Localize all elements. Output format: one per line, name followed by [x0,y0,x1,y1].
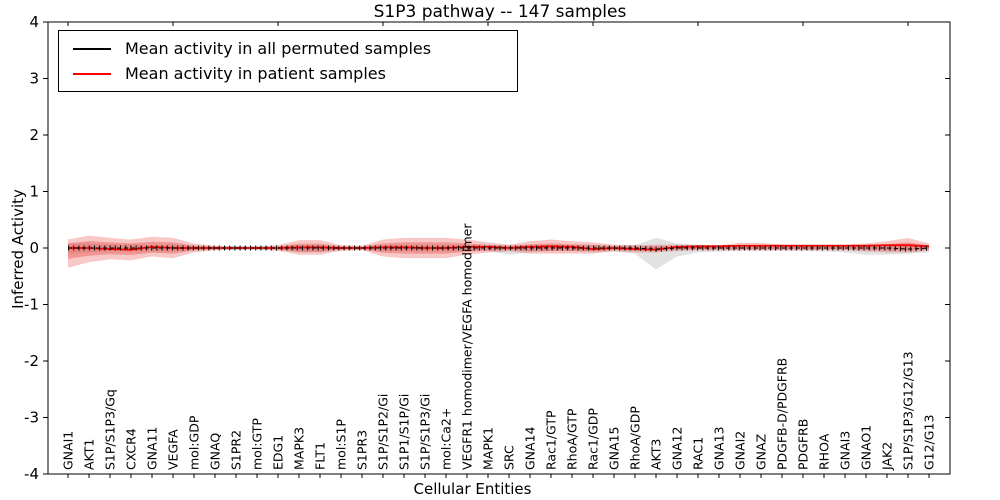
y-tick-label: -1 [24,296,39,314]
permuted-mean-line [68,247,930,250]
x-tick-label: GNA13 [712,427,727,471]
x-tick-label: VEGFR1 homodimer/VEGFA homodimer [460,223,475,470]
x-tick-label: GNAI1 [61,431,76,470]
x-tick-label: S1PR3 [355,430,370,470]
x-tick-label: GNA11 [145,427,160,471]
legend-row-permuted: Mean activity in all permuted samples [59,39,517,58]
legend-row-patient: Mean activity in patient samples [59,64,517,83]
y-tick-label: -3 [24,409,39,427]
x-tick-label: GNA12 [670,427,685,471]
x-tick-label: G12/G13 [922,415,937,470]
y-tick-label: 3 [29,70,39,88]
x-tick-label: PDGFRB [796,419,811,470]
x-tick-label: RhoA/GDP [628,406,643,470]
x-tick-label: S1P/S1P2/Gi [376,394,391,470]
x-tick-label: AKT1 [82,439,97,470]
x-tick-label: S1P/S1P3/Gq [103,389,118,470]
x-tick-label: mol:Ca2+ [439,408,454,470]
x-tick-label: mol:S1P [334,419,349,470]
x-tick-label: MAPK3 [292,427,307,470]
chart-title: S1P3 pathway -- 147 samples [373,2,627,22]
x-tick-label: mol:GDP [187,415,202,470]
x-axis-label: Cellular Entities [413,480,532,498]
x-tick-label: GNA15 [607,427,622,471]
x-tick-label: SRC [502,445,517,470]
x-tick-label: AKT3 [649,439,664,470]
y-tick-label: 0 [29,239,39,257]
x-tick-label: VEGFA [166,429,181,470]
permuted-line-swatch [73,47,111,50]
x-tick-label: Rac1/GDP [586,408,601,470]
y-tick-label: -2 [24,352,39,370]
x-tick-label: GNAQ [208,433,223,470]
x-tick-label: mol:GTP [250,418,265,470]
x-tick-label: GNA14 [523,426,538,470]
legend: Mean activity in all permuted samples Me… [58,30,518,92]
y-axis-label: Inferred Activity [9,189,27,309]
x-tick-label: GNAO1 [859,425,874,470]
x-tick-label: PDGFB-D/PDGFRB [775,358,790,470]
patient-std-band-inner [68,241,929,259]
x-tick-label: RAC1 [691,437,706,470]
x-tick-label: RHOA [817,433,832,470]
x-tick-label: FLT1 [313,442,328,470]
x-tick-label: S1P/S1P3/G12/G13 [901,351,916,470]
x-tick-label: RhoA/GTP [565,408,580,470]
y-tick-label: 1 [29,183,39,201]
x-tick-label: CXCR4 [124,428,139,470]
patient-line-swatch [73,72,111,75]
x-tick-label: Rac1/GTP [544,410,559,470]
legend-label-permuted: Mean activity in all permuted samples [125,39,432,58]
x-tick-label: EDG1 [271,435,286,470]
x-tick-label: JAK2 [880,442,895,471]
y-tick-label: 4 [29,13,39,31]
x-tick-label: S1P1/S1P/Gi [397,394,412,470]
x-tick-label: GNAZ [754,434,769,470]
x-tick-label: S1P/S1P3/Gi [418,394,433,470]
legend-label-patient: Mean activity in patient samples [125,64,386,83]
y-tick-label: 2 [29,126,39,144]
x-tick-label: GNAI2 [733,431,748,470]
patient-std-band-outer [68,235,929,268]
x-tick-label: MAPK1 [481,427,496,470]
permuted-std-band [68,237,929,270]
y-tick-label: -4 [24,465,39,483]
x-tick-label: GNAI3 [838,431,853,470]
x-tick-label: S1PR2 [229,430,244,470]
